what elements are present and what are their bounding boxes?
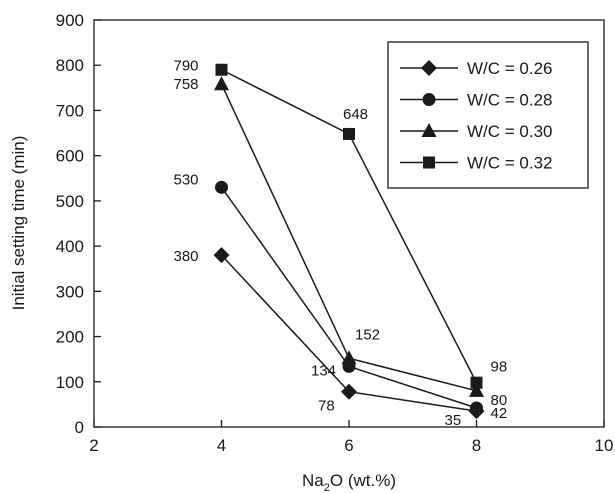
x-tick-label: 6: [344, 436, 353, 455]
legend-marker: [422, 93, 436, 106]
legend-marker: [421, 123, 437, 137]
data-point: [215, 63, 228, 76]
y-tick-label: 600: [56, 147, 84, 166]
data-label: 35: [445, 412, 462, 429]
data-point: [470, 376, 483, 389]
x-axis-title-main: Na: [302, 471, 324, 490]
data-point: [469, 382, 484, 397]
data-label: 152: [355, 326, 380, 343]
legend-marker: [423, 156, 435, 169]
legend-label: W/C = 0.30: [467, 122, 553, 141]
data-point: [341, 383, 357, 400]
series-1: [213, 247, 485, 420]
x-axis-title-tail: O (wt.%): [330, 471, 396, 490]
data-label: 530: [174, 171, 199, 188]
data-label: 758: [174, 76, 199, 93]
y-tick-label: 800: [56, 56, 84, 75]
data-label: 78: [318, 398, 335, 415]
data-label: 790: [174, 58, 199, 75]
x-tick-label: 2: [89, 436, 98, 455]
x-tick-label: 4: [217, 436, 226, 455]
y-tick-label: 200: [56, 328, 84, 347]
series-4: [215, 63, 483, 389]
x-tick-label: 10: [595, 436, 614, 455]
series-2: [215, 180, 483, 415]
y-axis: 0 100 200 300 400 500 600 700 800 900: [56, 11, 101, 437]
y-tick-label: 700: [56, 101, 84, 120]
series-line: [220, 186, 477, 409]
x-axis: 2 4 6 8 10: [89, 420, 613, 455]
legend-item-1: W/C = 0.26: [400, 59, 553, 78]
data-point: [341, 350, 357, 365]
data-label: 98: [491, 359, 508, 376]
y-axis-title: Initial setting time (min): [9, 136, 28, 311]
data-label: 648: [343, 106, 368, 123]
data-label: 134: [311, 362, 336, 379]
legend-label: W/C = 0.26: [467, 59, 553, 78]
data-label: 80: [491, 392, 508, 409]
data-point: [215, 180, 228, 194]
data-label: 380: [174, 248, 199, 265]
legend: W/C = 0.26 W/C = 0.28 W/C = 0.30 W/C = 0.32: [387, 41, 589, 189]
x-axis-title-subscript: 2: [324, 482, 330, 493]
series-3: [214, 76, 484, 397]
legend-label: W/C = 0.32: [467, 154, 553, 173]
legend-marker: [421, 60, 437, 76]
y-tick-label: 0: [75, 418, 84, 437]
data-labels: 380 78 35 530 134 42 758 152 80 790 648 98: [174, 58, 508, 429]
data-point: [213, 247, 230, 264]
y-tick-label: 900: [56, 11, 84, 30]
y-tick-label: 500: [56, 192, 84, 211]
legend-frame: [387, 41, 589, 189]
legend-item-3: W/C = 0.30: [400, 122, 553, 141]
y-tick-label: 100: [56, 373, 84, 392]
data-point: [343, 127, 355, 140]
x-axis-title: Na2O (wt.%): [302, 471, 396, 493]
legend-item-4: W/C = 0.32: [400, 154, 553, 173]
data-point: [214, 76, 229, 91]
series-layer: [213, 63, 485, 420]
x-tick-label: 8: [472, 436, 481, 455]
y-tick-label: 300: [56, 282, 84, 301]
legend-label: W/C = 0.28: [467, 91, 553, 110]
y-tick-label: 400: [56, 237, 84, 256]
data-point: [470, 401, 483, 415]
legend-item-2: W/C = 0.28: [400, 91, 553, 110]
data-label: 42: [491, 405, 508, 422]
